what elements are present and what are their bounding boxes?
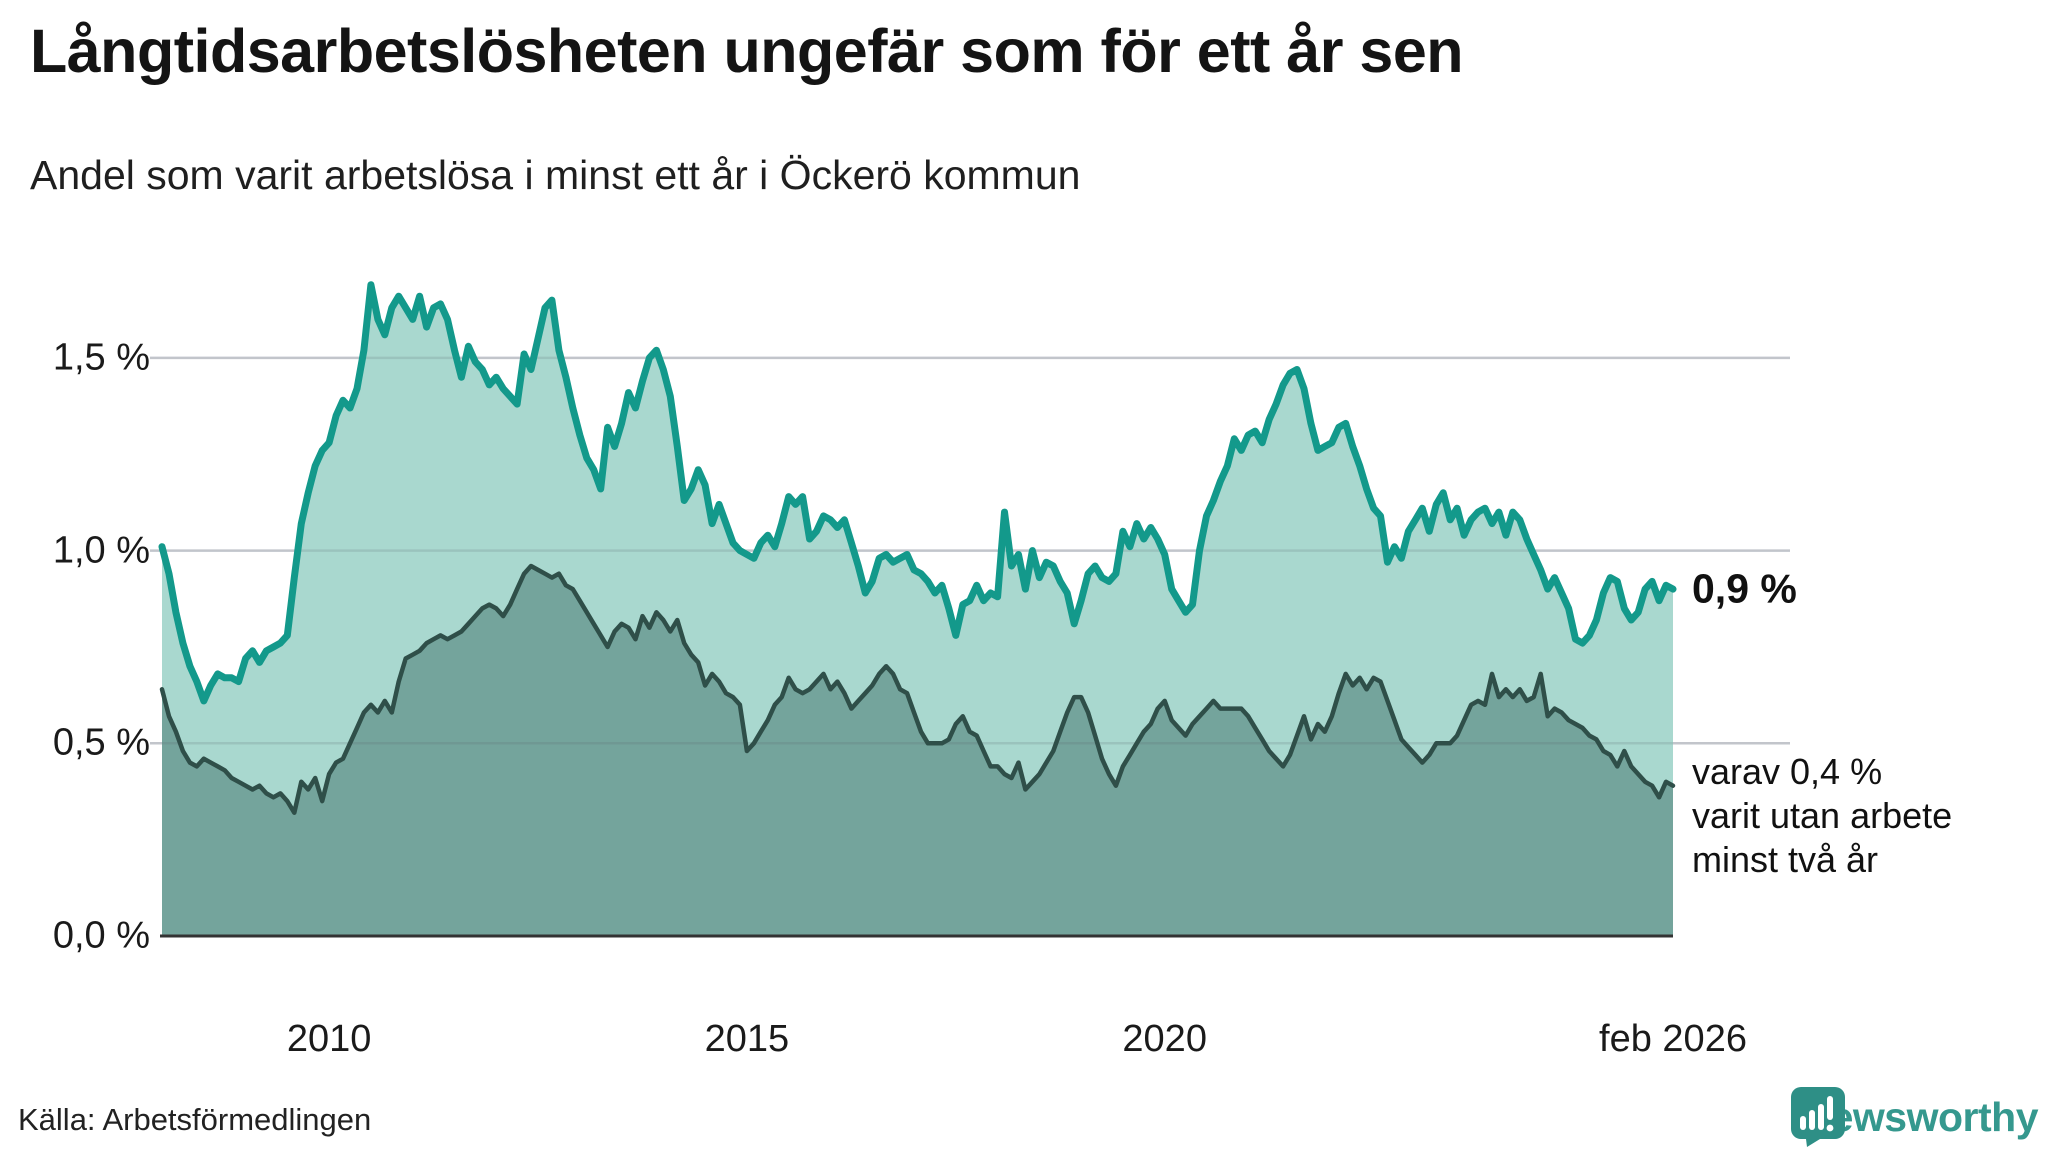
bar-chart-speech-bubble-icon — [1790, 1087, 1845, 1147]
two-year-annotation-line1: varav 0,4 % — [1692, 750, 1883, 792]
line-two-year — [159, 563, 1676, 815]
line-one-year — [158, 281, 1677, 705]
x-tick-2015: 2015 — [704, 1018, 790, 1060]
two-year-annotation: varav 0,4 % varit utan arbete minst två … — [1692, 750, 1952, 882]
source-note: Källa: Arbetsförmedlingen — [18, 1102, 372, 1137]
area-fill-two-year — [162, 566, 1673, 936]
chart-title: Långtidsarbetslösheten ungefär som för e… — [30, 17, 1464, 85]
x-tick-feb-2026: feb 2026 — [1599, 1018, 1747, 1060]
x-tick-2010: 2010 — [286, 1018, 372, 1060]
y-tick-1.5: 1,5 % — [52, 336, 150, 379]
two-year-annotation-line2: varit utan arbete — [1692, 794, 1953, 836]
latest-value-annotation: 0,9 % — [1692, 565, 1797, 612]
y-tick-0.5: 0,5 % — [52, 721, 150, 764]
x-tick-2020: 2020 — [1122, 1018, 1207, 1060]
y-tick-0: 0,0 % — [52, 914, 150, 957]
gridlines-over-fill — [150, 356, 1790, 745]
y-tick-1: 1,0 % — [52, 529, 150, 572]
two-year-annotation-line3: minst två år — [1692, 838, 1879, 880]
newsworthy-branding: Newsworthy — [1790, 1086, 2038, 1148]
chart-subtitle: Andel som varit arbetslösa i minst ett å… — [30, 152, 1081, 198]
